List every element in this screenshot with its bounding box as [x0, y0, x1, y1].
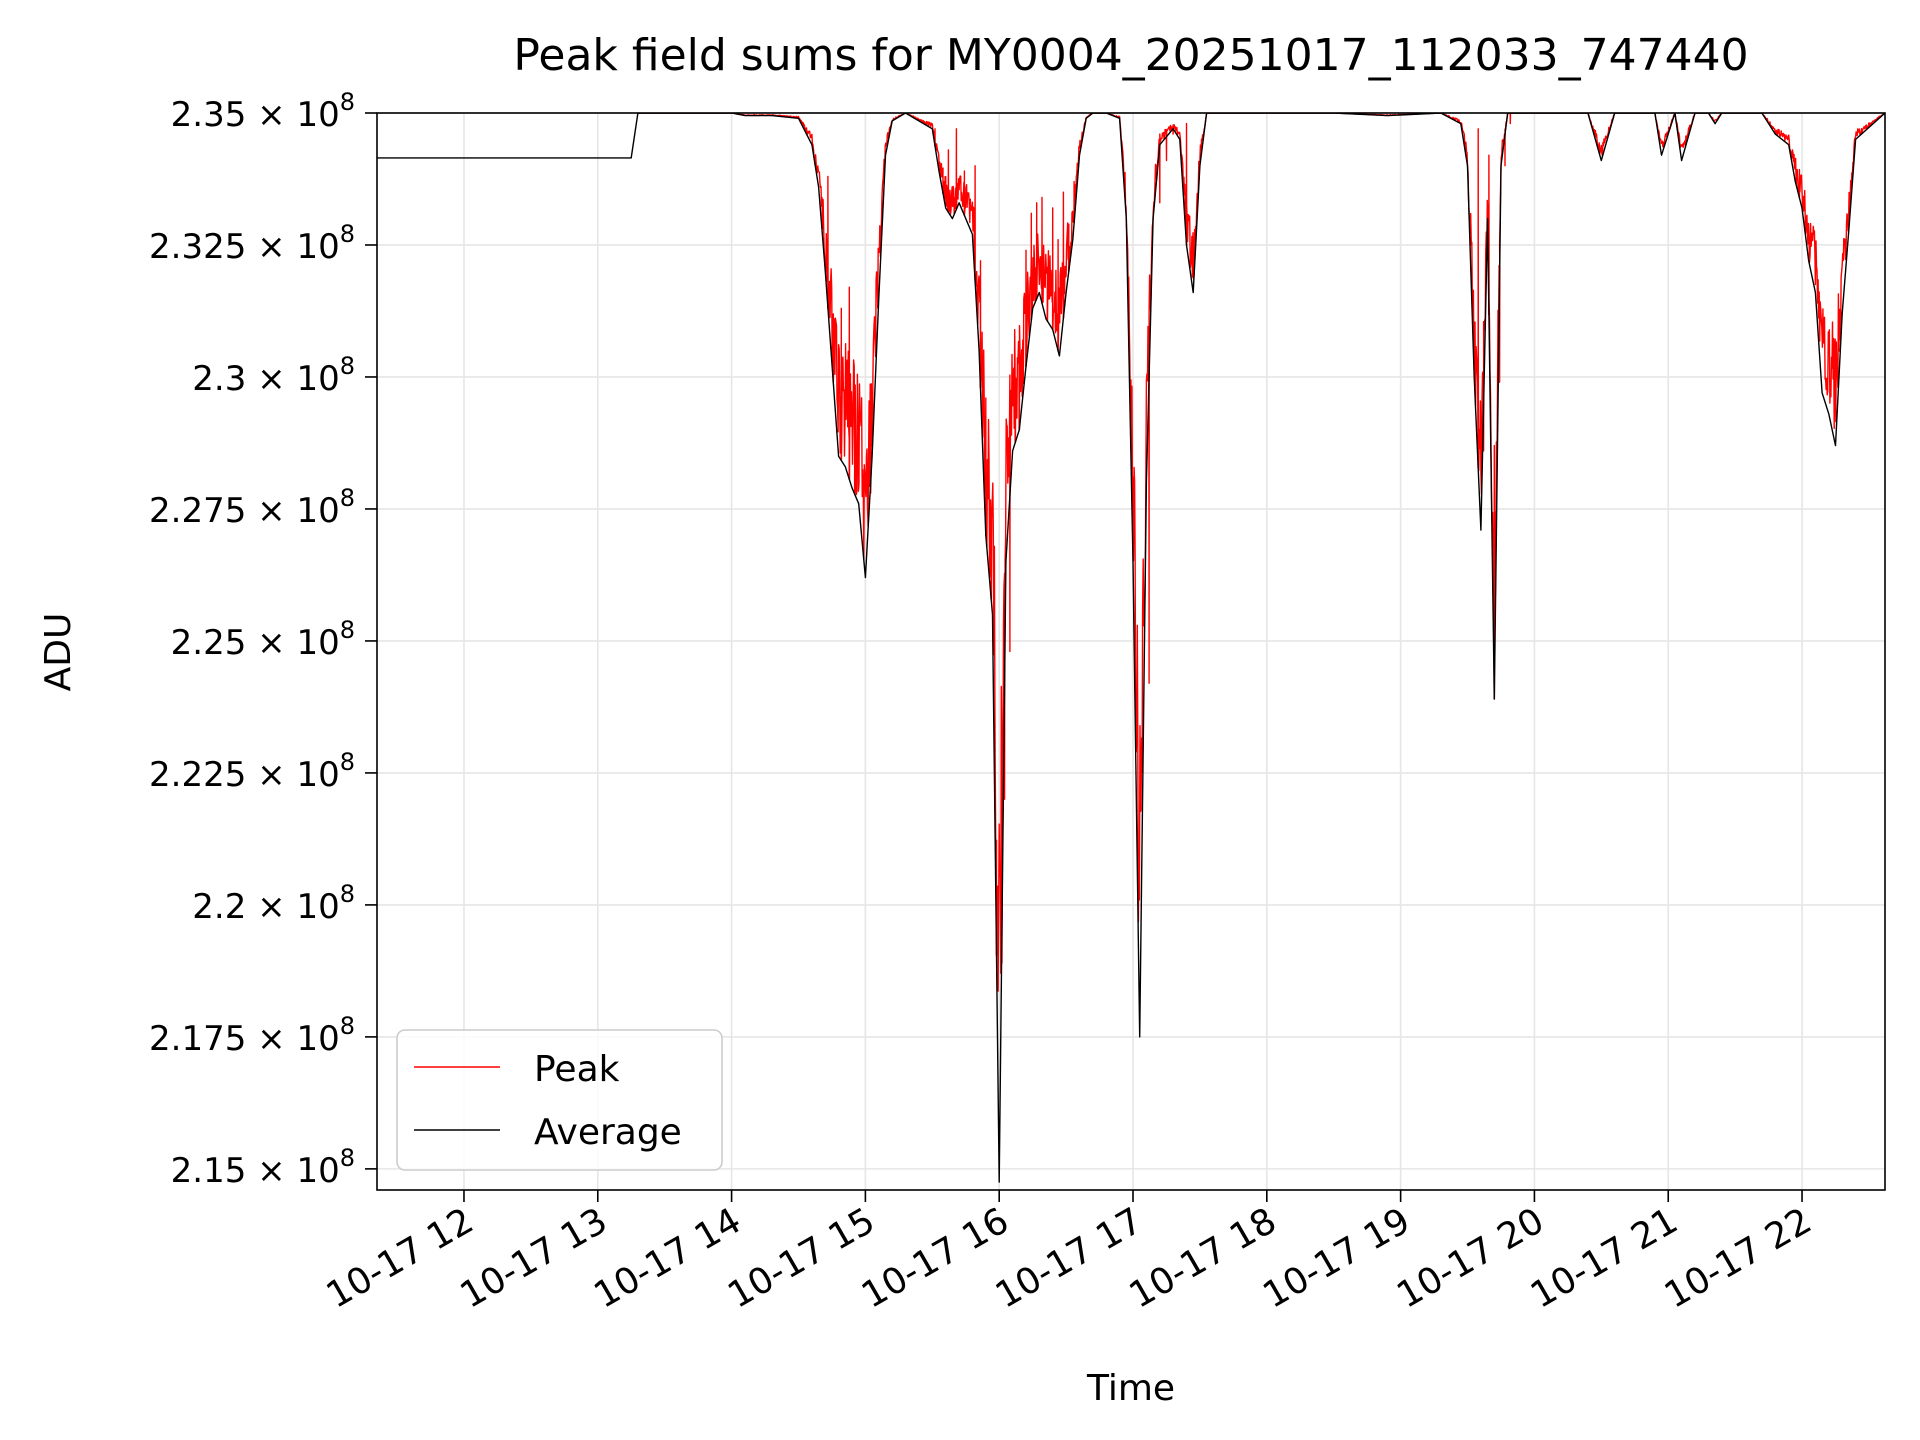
y-tick-label: 2.15 × 108 [171, 1144, 355, 1191]
plot-area [377, 113, 1885, 1190]
series-peak-line [637, 113, 1885, 992]
y-tick-label: 2.3 × 108 [192, 352, 355, 399]
x-axis-label: Time [1086, 1368, 1175, 1409]
y-tick-label: 2.25 × 108 [171, 616, 355, 663]
y-tick-label: 2.275 × 108 [149, 484, 355, 531]
y-tick-label: 2.325 × 108 [149, 220, 355, 267]
chart-title: Peak field sums for MY0004_20251017_1120… [513, 30, 1748, 81]
y-axis-label: ADU [38, 613, 79, 692]
y-tick-label: 2.2 × 108 [192, 880, 355, 927]
grid [377, 112, 1885, 1190]
y-tick-label: 2.175 × 108 [149, 1012, 355, 1059]
y-axis: 2.35 × 108 2.325 × 108 2.3 × 108 2.275 × 10… [149, 88, 377, 1191]
series-average-line [377, 113, 1885, 1183]
y-tick-label: 2.35 × 108 [171, 88, 355, 135]
legend: Peak Average [396, 1029, 723, 1171]
legend-peak-label: Peak [534, 1049, 620, 1090]
y-tick-label: 2.225 × 108 [149, 748, 355, 795]
legend-average-label: Average [534, 1112, 682, 1153]
legend-box [396, 1029, 723, 1171]
plot-frame [376, 112, 1886, 1191]
